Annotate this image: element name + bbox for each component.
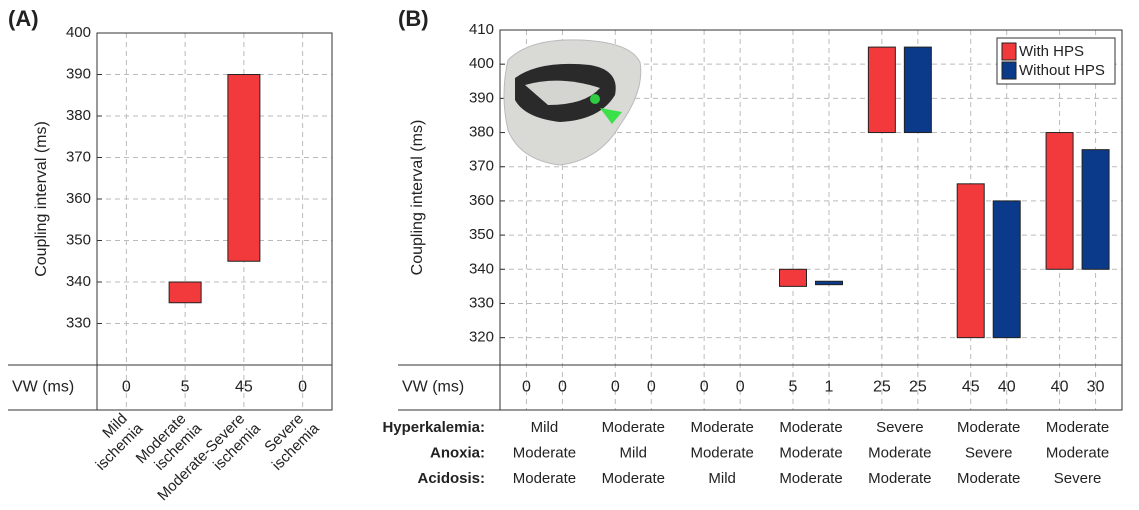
condition-name: Acidosis: (417, 470, 485, 487)
vw-value: 0 (122, 379, 131, 396)
condition-value: Mild (620, 444, 648, 461)
bar (168, 281, 202, 304)
vw-value: 5 (181, 379, 190, 396)
vw-value: 45 (962, 379, 980, 396)
y-tick-label: 410 (469, 21, 494, 38)
bar (779, 268, 807, 287)
bar (1081, 149, 1110, 270)
y-tick-label: 390 (469, 89, 494, 106)
y-tick-label: 330 (66, 314, 91, 331)
x-tick-label: Mild ischemia (80, 407, 147, 474)
bar (867, 46, 896, 134)
vw-value: 0 (298, 379, 307, 396)
bar (956, 183, 985, 339)
vw-value: 0 (647, 379, 656, 396)
y-tick-label: 330 (469, 294, 494, 311)
condition-value: Moderate (868, 470, 931, 487)
y-tick-label: 400 (66, 24, 91, 41)
vw-value: 0 (700, 379, 709, 396)
legend-label: With HPS (1019, 43, 1084, 60)
vw-value: 45 (235, 379, 253, 396)
condition-value: Mild (531, 419, 559, 436)
condition-name: Hyperkalemia: (382, 419, 485, 436)
condition-value: Moderate (602, 470, 665, 487)
panel-label: (A) (8, 6, 39, 31)
vw-value: 40 (1051, 379, 1069, 396)
legend-box (996, 37, 1116, 85)
condition-value: Moderate (868, 444, 931, 461)
condition-value: Moderate (779, 419, 842, 436)
condition-value: Mild (708, 470, 736, 487)
bar (1045, 132, 1074, 270)
condition-value: Moderate (513, 444, 576, 461)
condition-value: Moderate (690, 444, 753, 461)
condition-value: Moderate (1046, 444, 1109, 461)
bar (227, 74, 261, 262)
vw-value: 0 (558, 379, 567, 396)
vw-value: 40 (998, 379, 1016, 396)
y-tick-label: 340 (66, 273, 91, 290)
condition-name: Anoxia: (430, 444, 485, 461)
y-tick-label: 360 (66, 190, 91, 207)
vw-label: VW (ms) (402, 379, 464, 396)
panel-label: (B) (398, 6, 429, 31)
legend-swatch (1001, 61, 1017, 80)
y-tick-label: 380 (469, 124, 494, 141)
condition-value: Moderate (1046, 419, 1109, 436)
condition-value: Moderate (690, 419, 753, 436)
heart-image (503, 39, 642, 166)
y-tick-label: 340 (469, 260, 494, 277)
vw-label: VW (ms) (12, 379, 74, 396)
bar (815, 280, 843, 286)
vw-value: 30 (1087, 379, 1105, 396)
condition-value: Moderate (779, 470, 842, 487)
y-tick-label: 320 (469, 329, 494, 346)
bar (992, 200, 1021, 339)
legend-swatch (1001, 42, 1017, 61)
y-tick-label: 370 (469, 158, 494, 175)
panel: (B) Coupling interval (ms) 320 330 340 350 360… (382, 6, 1123, 487)
y-tick-label: 370 (66, 148, 91, 165)
bar (903, 46, 932, 134)
plot-frame (96, 32, 333, 411)
vw-value: 5 (789, 379, 798, 396)
y-axis-title: Coupling interval (ms) (33, 121, 50, 277)
condition-value: Moderate (957, 419, 1020, 436)
condition-value: Moderate (779, 444, 842, 461)
plot-frame (499, 29, 1123, 411)
y-axis-title: Coupling interval (ms) (409, 120, 426, 276)
condition-value: Severe (1054, 470, 1102, 487)
vw-value: 25 (909, 379, 927, 396)
vw-value: 0 (736, 379, 745, 396)
y-tick-label: 380 (66, 107, 91, 124)
condition-value: Moderate (602, 419, 665, 436)
y-tick-label: 390 (66, 65, 91, 82)
panel: (A) Coupling interval (ms) 330 340 350 360 370… (8, 6, 333, 504)
condition-value: Moderate (513, 470, 576, 487)
vw-value: 25 (873, 379, 891, 396)
vw-value: 0 (611, 379, 620, 396)
y-tick-label: 350 (66, 231, 91, 248)
vw-value: 0 (522, 379, 531, 396)
condition-value: Moderate (957, 470, 1020, 487)
y-tick-label: 400 (469, 55, 494, 72)
condition-value: Severe (965, 444, 1013, 461)
y-tick-label: 350 (469, 226, 494, 243)
condition-value: Severe (876, 419, 924, 436)
vw-value: 1 (825, 379, 834, 396)
y-tick-label: 360 (469, 192, 494, 209)
legend-label: Without HPS (1019, 62, 1105, 79)
x-tick-label: Severe ischemia (256, 407, 323, 474)
